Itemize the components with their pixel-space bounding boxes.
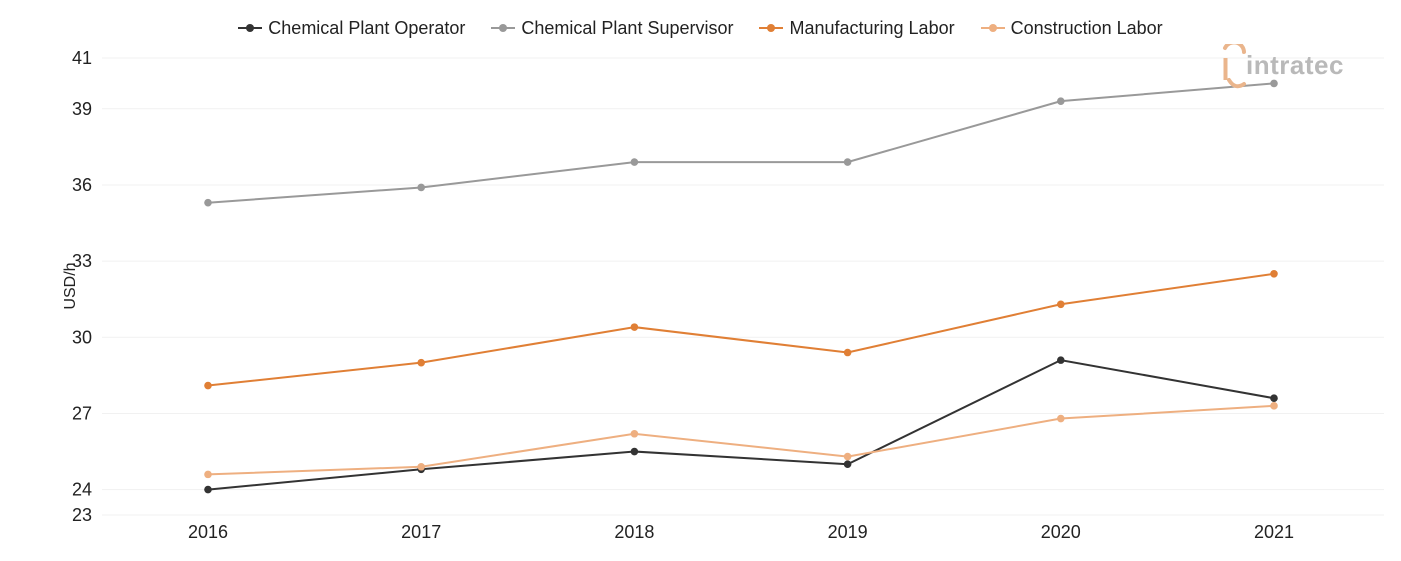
data-point [417, 462, 426, 471]
data-point [630, 323, 639, 331]
data-point [417, 183, 426, 192]
legend-item[interactable]: Construction Labor [980, 17, 1163, 39]
y-tick-label: 41 [72, 48, 92, 68]
y-tick-label: 39 [72, 99, 92, 119]
data-point [1270, 79, 1278, 88]
legend-item[interactable]: Chemical Plant Operator [238, 18, 465, 39]
legend-label: Chemical Plant Operator [268, 17, 466, 38]
y-tick-label: 33 [72, 251, 92, 271]
data-point [1057, 300, 1065, 309]
data-point [204, 381, 212, 390]
legend-label: Manufacturing Labor [789, 17, 955, 38]
intratec-logo-mark-icon [1223, 44, 1246, 89]
data-point [843, 452, 852, 461]
x-tick-label: 2017 [401, 522, 441, 542]
series-line [207, 404, 1275, 476]
x-tick-label: 2020 [1041, 522, 1081, 542]
legend-swatch-icon [491, 22, 516, 34]
legend-item[interactable]: Manufacturing Labor [759, 17, 955, 39]
data-point [1057, 97, 1065, 105]
x-tick-label: 2018 [614, 522, 654, 542]
legend-swatch-icon [238, 22, 263, 34]
y-tick-label: 27 [72, 403, 92, 423]
data-point [1057, 414, 1065, 423]
legend-item[interactable]: Chemical Plant Supervisor [491, 18, 733, 39]
legend-swatch-icon [980, 22, 1005, 34]
legend-label: Chemical Plant Supervisor [521, 17, 734, 38]
data-point [1270, 394, 1278, 403]
data-point [204, 470, 212, 479]
legend-swatch-icon [759, 22, 784, 34]
intratec-logo-text: intratec [1246, 50, 1344, 80]
data-point [1270, 270, 1278, 278]
x-tick-label: 2019 [828, 522, 868, 542]
x-tick-label: 2021 [1254, 522, 1294, 542]
data-point [204, 198, 212, 207]
y-tick-label: 36 [72, 175, 92, 195]
data-point [204, 485, 212, 494]
legend-label: Construction Labor [1010, 17, 1163, 38]
data-point [630, 447, 639, 456]
intratec-logo: intratec [1222, 44, 1372, 94]
series-line [207, 272, 1275, 387]
data-point [843, 158, 852, 166]
y-tick-label: 23 [72, 505, 92, 525]
y-tick-label: 30 [72, 327, 92, 347]
data-point [843, 460, 852, 469]
x-tick-label: 2016 [188, 522, 228, 542]
data-point [1270, 402, 1278, 410]
data-point [843, 348, 852, 357]
data-point [630, 429, 639, 438]
y-axis-title: USD/h [62, 262, 79, 309]
data-point [1057, 356, 1065, 364]
data-point [417, 358, 426, 367]
y-tick-label: 24 [72, 480, 92, 500]
legend: Chemical Plant Operator Chemical Plant Su… [0, 16, 1401, 40]
series-line [207, 82, 1275, 204]
series-line [207, 359, 1275, 491]
data-point [630, 158, 639, 166]
